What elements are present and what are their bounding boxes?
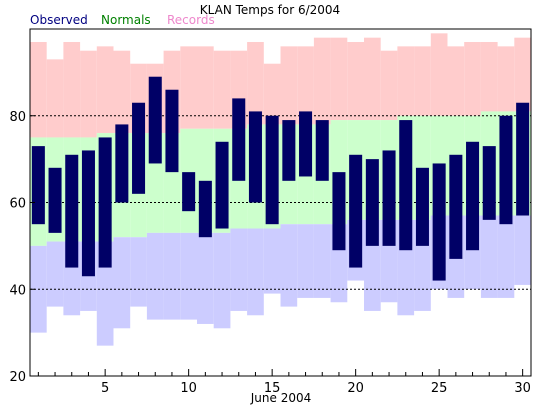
observed-bar xyxy=(332,172,346,251)
observed-bar xyxy=(232,98,246,181)
legend-observed: Observed xyxy=(30,13,88,27)
observed-bar xyxy=(415,167,429,246)
records-high-band xyxy=(397,46,415,116)
observed-bar xyxy=(299,111,313,177)
observed-bar xyxy=(198,180,212,238)
observed-bar xyxy=(349,154,363,268)
observed-bar xyxy=(48,167,62,233)
records-low-band xyxy=(146,232,164,320)
records-low-band xyxy=(263,228,281,294)
records-high-band xyxy=(347,42,364,121)
records-high-band xyxy=(180,46,197,129)
observed-bar xyxy=(482,146,496,220)
records-low-band xyxy=(280,224,298,307)
records-high-band xyxy=(197,46,214,129)
x-tick-label: 10 xyxy=(180,381,197,396)
records-low-band xyxy=(113,237,131,329)
observed-bar xyxy=(365,159,379,246)
records-high-band xyxy=(480,42,498,112)
records-low-band xyxy=(180,232,197,320)
observed-bar xyxy=(98,137,112,268)
records-high-band xyxy=(297,46,314,125)
observed-bar xyxy=(31,146,45,225)
records-low-band xyxy=(497,215,515,298)
y-tick-label: 60 xyxy=(9,197,26,212)
records-high-band xyxy=(80,50,97,138)
plot-area: 20 40 60 80 5 10 15 20 25 30 xyxy=(9,28,532,396)
records-high-band xyxy=(280,46,298,125)
y-tick-label: 80 xyxy=(9,110,26,125)
observed-bar xyxy=(315,120,329,181)
x-axis-label: June 2004 xyxy=(250,391,312,405)
records-low-band xyxy=(163,232,181,320)
records-low-band xyxy=(130,237,147,307)
observed-bar xyxy=(432,163,446,281)
records-high-band xyxy=(30,42,47,138)
observed-bar xyxy=(449,154,463,259)
records-high-band xyxy=(414,46,431,116)
x-tick-label: 20 xyxy=(347,381,364,396)
records-high-band xyxy=(330,37,348,121)
observed-bar xyxy=(81,150,95,277)
observed-bar xyxy=(382,150,396,246)
chart-title: KLAN Temps for 6/2004 xyxy=(200,3,340,17)
records-high-band xyxy=(313,37,331,125)
records-low-band xyxy=(247,228,264,316)
x-tick-label: 30 xyxy=(514,381,531,396)
x-tick-label: 25 xyxy=(431,381,448,396)
legend-normals: Normals xyxy=(101,13,151,27)
records-high-band xyxy=(63,42,81,138)
observed-bar xyxy=(165,89,179,173)
records-high-band xyxy=(113,50,131,134)
records-low-band xyxy=(514,215,531,285)
records-high-band xyxy=(380,50,398,121)
records-high-band xyxy=(430,33,448,116)
observed-bar xyxy=(499,115,513,225)
observed-bar xyxy=(115,124,129,203)
x-tick-label: 5 xyxy=(101,381,109,396)
observed-bar xyxy=(466,141,480,251)
records-high-band xyxy=(464,42,481,116)
observed-bar xyxy=(215,141,229,229)
records-high-band xyxy=(364,37,381,121)
observed-bar xyxy=(132,102,146,194)
legend-records: Records xyxy=(167,13,215,27)
records-high-band xyxy=(247,42,264,125)
y-tick-label: 20 xyxy=(9,370,26,385)
observed-bar xyxy=(148,76,162,164)
records-high-band xyxy=(447,46,465,116)
records-high-band xyxy=(263,63,281,125)
observed-bar xyxy=(516,102,530,216)
records-low-band xyxy=(313,224,331,298)
observed-bar xyxy=(65,154,79,268)
records-high-band xyxy=(96,46,114,134)
records-low-band xyxy=(213,232,231,329)
records-low-band xyxy=(480,215,498,298)
records-low-band xyxy=(197,232,214,324)
observed-bar xyxy=(399,120,413,251)
records-high-band xyxy=(46,59,64,138)
observed-bar xyxy=(282,120,296,181)
observed-bar xyxy=(248,111,262,203)
records-high-band xyxy=(213,50,231,129)
y-tick-label: 40 xyxy=(9,283,26,298)
observed-bar xyxy=(182,172,196,212)
records-low-band xyxy=(230,228,248,311)
records-low-band xyxy=(297,224,314,298)
records-high-band xyxy=(514,37,531,112)
observed-bar xyxy=(265,115,279,225)
records-high-band xyxy=(497,46,515,112)
x-tick-label: 15 xyxy=(264,381,281,396)
records-low-band xyxy=(46,241,64,307)
